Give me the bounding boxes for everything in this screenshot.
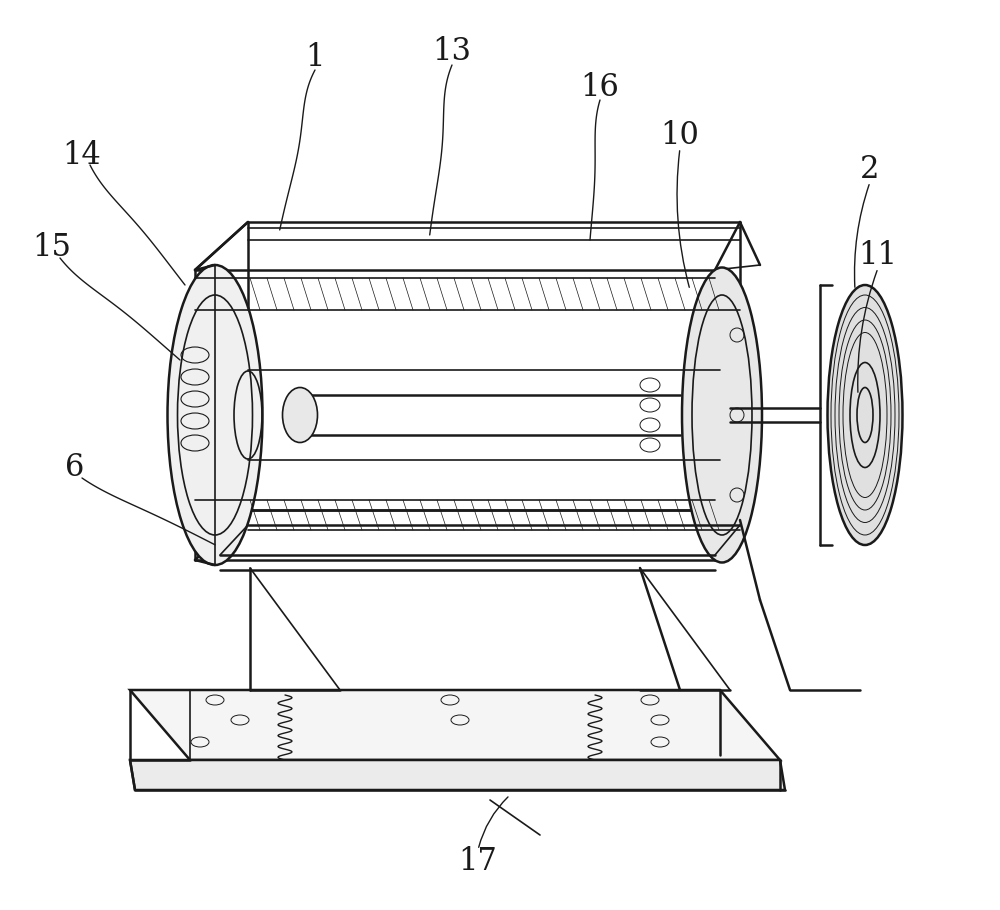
Text: 16: 16 xyxy=(581,73,619,104)
Ellipse shape xyxy=(168,265,262,565)
Text: 10: 10 xyxy=(661,119,699,150)
Text: 13: 13 xyxy=(432,36,472,67)
Text: 1: 1 xyxy=(305,43,325,74)
Text: 14: 14 xyxy=(63,139,101,170)
Text: 15: 15 xyxy=(32,232,72,264)
Text: 17: 17 xyxy=(459,846,497,877)
Polygon shape xyxy=(130,690,780,760)
Ellipse shape xyxy=(682,268,762,562)
Ellipse shape xyxy=(828,285,902,545)
Text: 2: 2 xyxy=(860,155,880,186)
Text: 11: 11 xyxy=(858,239,898,270)
Polygon shape xyxy=(130,760,785,790)
Text: 6: 6 xyxy=(65,452,85,483)
Ellipse shape xyxy=(283,388,318,442)
